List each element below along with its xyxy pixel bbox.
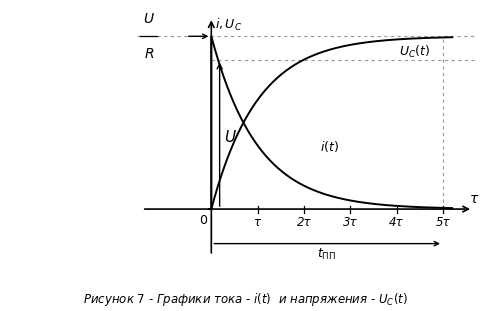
Text: 3τ: 3τ — [343, 216, 358, 229]
Text: $i, U_C$: $i, U_C$ — [215, 17, 242, 33]
Text: 5τ: 5τ — [436, 216, 450, 229]
Text: $U_C(t)$: $U_C(t)$ — [399, 44, 430, 60]
Text: $U$: $U$ — [143, 12, 155, 26]
Text: $\tau$: $\tau$ — [469, 192, 480, 206]
Text: $i(t)$: $i(t)$ — [320, 139, 339, 154]
Text: $t_{\mathsf{\Pi\Pi}}$: $t_{\mathsf{\Pi\Pi}}$ — [318, 247, 337, 262]
Text: 2τ: 2τ — [296, 216, 311, 229]
Text: $R$: $R$ — [144, 47, 154, 61]
Text: $U$: $U$ — [224, 129, 237, 145]
Text: 4τ: 4τ — [389, 216, 404, 229]
Text: 0: 0 — [199, 214, 208, 227]
Text: $\it{Рисунок\ 7}$ - Графики тока - $i(t)$  и напряжения - $U_C(t)$: $\it{Рисунок\ 7}$ - Графики тока - $i(t)… — [82, 291, 408, 308]
Text: τ: τ — [254, 216, 261, 229]
